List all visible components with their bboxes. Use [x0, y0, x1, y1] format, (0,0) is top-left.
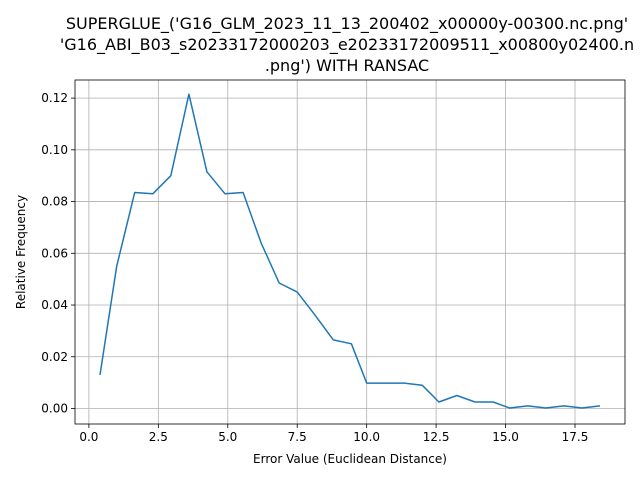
x-tick-label: 17.5: [562, 430, 589, 444]
x-tick-label: 10.0: [353, 430, 380, 444]
chart-title-line-2: 'G16_ABI_B03_s20233172000203_e2023317200…: [60, 35, 634, 55]
x-tick-label: 15.0: [492, 430, 519, 444]
grid: [75, 80, 625, 424]
plot-area: [99, 93, 601, 409]
y-tick-label: 0.00: [41, 401, 68, 415]
y-axis-label: Relative Frequency: [14, 195, 28, 309]
x-tick-label: 7.5: [288, 430, 307, 444]
y-tick-label: 0.02: [41, 350, 68, 364]
y-tick-label: 0.08: [41, 195, 68, 209]
x-tick-label: 0.0: [79, 430, 98, 444]
chart-title-line-1: SUPERGLUE_('G16_GLM_2023_11_13_200402_x0…: [66, 14, 628, 34]
x-axis-label: Error Value (Euclidean Distance): [253, 452, 447, 466]
chart-title-line-3: .png') WITH RANSAC: [265, 56, 429, 75]
x-tick-label: 2.5: [149, 430, 168, 444]
x-tick-label: 5.0: [218, 430, 237, 444]
x-tick-label: 12.5: [423, 430, 450, 444]
y-tick-label: 0.04: [41, 298, 68, 312]
y-tick-label: 0.12: [41, 91, 68, 105]
ticks: 0.0 2.5 5.0 7.5 10.0 12.5 15.0 17.5 0.00 0.02 0.04…: [41, 91, 588, 444]
y-tick-label: 0.10: [41, 143, 68, 157]
y-tick-label: 0.06: [41, 246, 68, 260]
series-line: [99, 93, 601, 409]
axes-frame: [74, 79, 626, 425]
